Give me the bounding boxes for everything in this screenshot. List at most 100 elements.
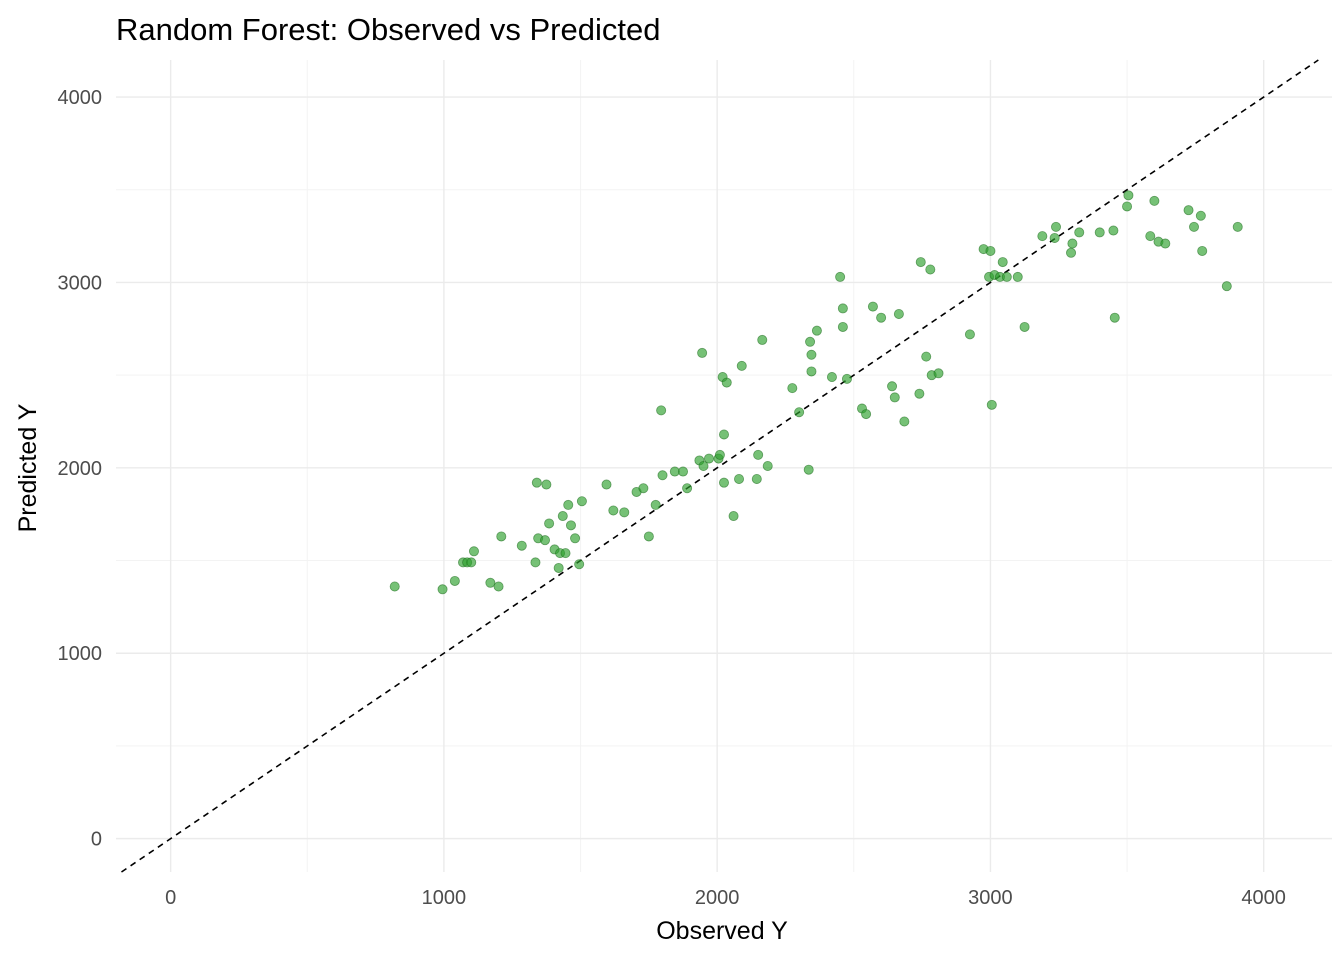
x-tick-label: 0 <box>165 887 176 909</box>
x-axis-ticks: 0 1000 2000 3000 4000 <box>165 887 1286 909</box>
data-point <box>899 416 910 427</box>
data-point <box>516 540 527 551</box>
data-point <box>530 557 541 568</box>
data-point <box>540 535 551 546</box>
data-point <box>449 575 460 586</box>
data-point <box>1183 205 1194 216</box>
data-point <box>601 479 612 490</box>
data-point <box>1019 321 1030 332</box>
data-point <box>986 399 997 410</box>
data-point <box>806 366 817 377</box>
data-point <box>1232 221 1243 232</box>
data-point <box>841 373 852 384</box>
data-point <box>1189 221 1200 232</box>
x-axis-title: Observed Y <box>656 917 788 945</box>
data-point <box>389 581 400 592</box>
data-point <box>698 460 709 471</box>
grid <box>116 60 1332 872</box>
data-point <box>794 407 805 418</box>
data-point <box>887 381 898 392</box>
data-point <box>719 477 730 488</box>
data-point <box>876 312 887 323</box>
data-point <box>703 453 714 464</box>
data-point <box>643 531 654 542</box>
data-point <box>485 577 496 588</box>
data-points <box>389 190 1243 595</box>
data-point <box>925 264 936 275</box>
y-tick-label: 4000 <box>58 87 103 109</box>
data-point <box>678 466 689 477</box>
data-point <box>1012 271 1023 282</box>
data-point <box>1049 232 1060 243</box>
data-point <box>915 257 926 268</box>
data-point <box>1067 238 1078 249</box>
data-point <box>1037 231 1048 242</box>
data-point <box>1001 271 1012 282</box>
data-point <box>496 531 507 542</box>
data-point <box>837 321 848 332</box>
data-point <box>867 301 878 312</box>
data-point <box>787 383 798 394</box>
data-point <box>736 360 747 371</box>
data-point <box>560 548 571 559</box>
data-point <box>1160 238 1171 249</box>
y-axis-title: Predicted Y <box>14 403 42 532</box>
y-tick-label: 0 <box>91 829 102 851</box>
data-point <box>1109 312 1120 323</box>
data-point <box>541 479 552 490</box>
identity-reference-line <box>121 59 1319 873</box>
data-point <box>1094 227 1105 238</box>
data-point <box>861 409 872 420</box>
y-axis-ticks: 0 1000 2000 3000 4000 <box>58 87 103 851</box>
data-point <box>803 464 814 475</box>
x-tick-label: 1000 <box>422 887 467 909</box>
chart-title: Random Forest: Observed vs Predicted <box>116 12 660 47</box>
data-point <box>921 351 932 362</box>
data-point <box>1195 210 1206 221</box>
data-point <box>493 581 504 592</box>
data-point <box>1145 231 1156 242</box>
data-point <box>570 533 581 544</box>
data-point <box>682 483 693 494</box>
x-tick-label: 2000 <box>695 887 740 909</box>
data-point <box>557 511 568 522</box>
data-point <box>619 507 630 518</box>
data-point <box>565 520 576 531</box>
data-point <box>811 325 822 336</box>
data-point <box>657 470 668 481</box>
data-point <box>697 347 708 358</box>
data-point <box>656 405 667 416</box>
data-point <box>734 473 745 484</box>
data-point <box>531 477 542 488</box>
data-point <box>1074 227 1085 238</box>
data-point <box>1197 245 1208 256</box>
x-tick-label: 3000 <box>968 887 1013 909</box>
data-point <box>985 245 996 256</box>
data-point <box>893 308 904 319</box>
data-point <box>914 388 925 399</box>
data-point <box>574 559 585 570</box>
data-point <box>466 557 477 568</box>
data-point <box>826 372 837 383</box>
data-point <box>553 562 564 573</box>
data-point <box>806 349 817 360</box>
data-point <box>714 449 725 460</box>
x-tick-label: 4000 <box>1241 887 1286 909</box>
y-tick-label: 3000 <box>58 272 103 294</box>
data-point <box>719 429 730 440</box>
data-point <box>563 499 574 510</box>
data-point <box>650 499 661 510</box>
data-point <box>933 368 944 379</box>
data-point <box>1066 247 1077 258</box>
data-point <box>1123 190 1134 201</box>
data-point <box>1122 201 1133 212</box>
data-point <box>1149 195 1160 206</box>
data-point <box>1051 221 1062 232</box>
data-point <box>837 303 848 314</box>
data-point <box>805 336 816 347</box>
y-tick-label: 1000 <box>58 643 103 665</box>
data-point <box>721 377 732 388</box>
data-point <box>997 257 1008 268</box>
data-point <box>757 334 768 345</box>
data-point <box>753 449 764 460</box>
